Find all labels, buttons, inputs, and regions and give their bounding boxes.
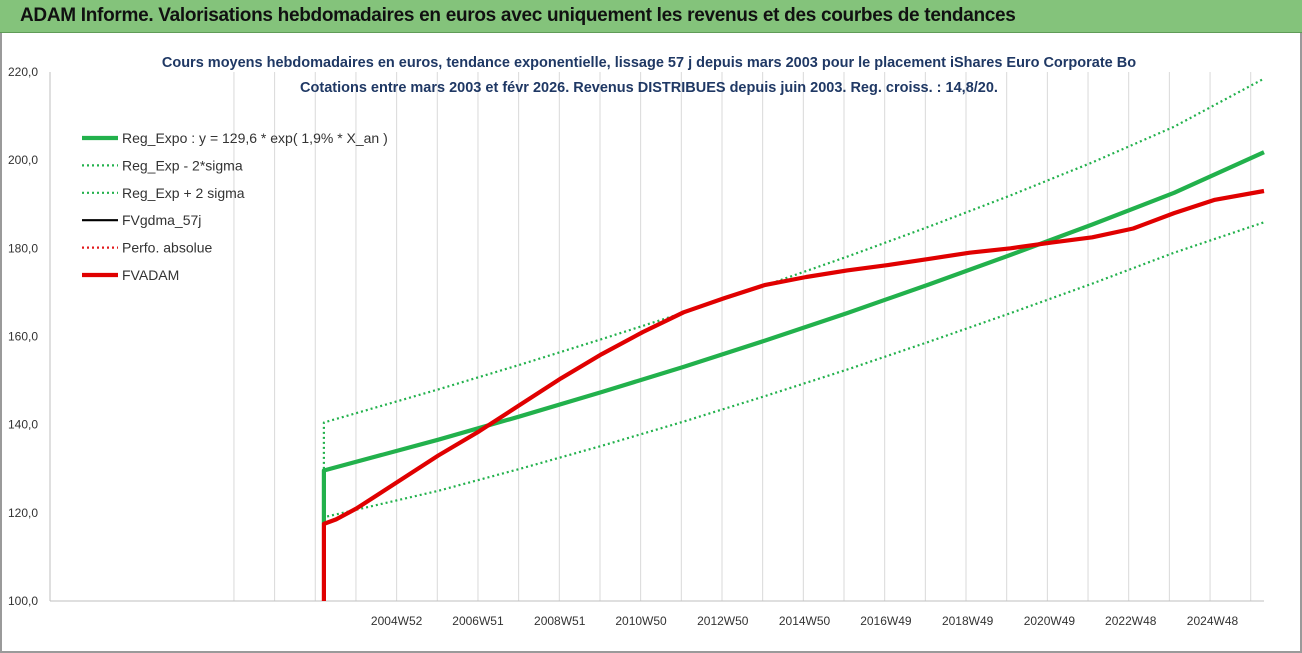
series-line-2: [322, 77, 1265, 524]
y-tick-label: 180,0: [8, 241, 38, 255]
report-banner: ADAM Informe. Valorisations hebdomadaire…: [0, 0, 1302, 33]
x-tick-label: 2022W48: [1105, 614, 1157, 628]
x-tick-label: 2006W51: [452, 614, 504, 628]
chart-subtitle: Cotations entre mars 2003 et févr 2026. …: [300, 80, 998, 96]
x-tick-label: 2014W50: [779, 614, 831, 628]
x-tick-label: 2024W48: [1187, 614, 1239, 628]
chart-title: Cours moyens hebdomadaires en euros, ten…: [162, 55, 1136, 71]
y-tick-label: 220,0: [8, 65, 38, 79]
series-line-0: [321, 150, 1265, 524]
x-tick-label: 2008W51: [534, 614, 586, 628]
legend-label: Reg_Expo : y = 129,6 * exp( 1,9% * X_an …: [122, 130, 388, 146]
series-line-1: [322, 221, 1265, 524]
report-title: ADAM Informe. Valorisations hebdomadaire…: [20, 5, 1016, 26]
y-tick-label: 120,0: [8, 506, 38, 520]
legend-label: FVgdma_57j: [122, 212, 201, 228]
chart-grid: [233, 72, 1252, 601]
chart-legend: Reg_Expo : y = 129,6 * exp( 1,9% * X_an …: [82, 130, 388, 283]
x-tick-label: 2020W49: [1024, 614, 1076, 628]
y-tick-label: 100,0: [8, 594, 38, 608]
y-tick-label: 200,0: [8, 153, 38, 167]
x-tick-label: 2016W49: [860, 614, 912, 628]
chart-axes: 100,0 120,0 140,0 160,0 180,0 200,0 220,0 2004W…: [8, 65, 1264, 628]
legend-label: Reg_Exp + 2 sigma: [122, 185, 245, 201]
legend-label: FVADAM: [122, 267, 179, 283]
chart-frame: [0, 33, 1302, 653]
y-tick-label: 140,0: [8, 418, 38, 432]
y-tick-label: 160,0: [8, 330, 38, 344]
x-tick-label: 2010W50: [615, 614, 667, 628]
chart-series: [321, 77, 1265, 601]
x-tick-label: 2004W52: [371, 614, 423, 628]
legend-label: Reg_Exp - 2*sigma: [122, 157, 243, 173]
x-tick-label: 2018W49: [942, 614, 994, 628]
legend-label: Perfo. absolue: [122, 240, 212, 256]
series-line-5: [321, 188, 1265, 601]
x-tick-label: 2012W50: [697, 614, 749, 628]
